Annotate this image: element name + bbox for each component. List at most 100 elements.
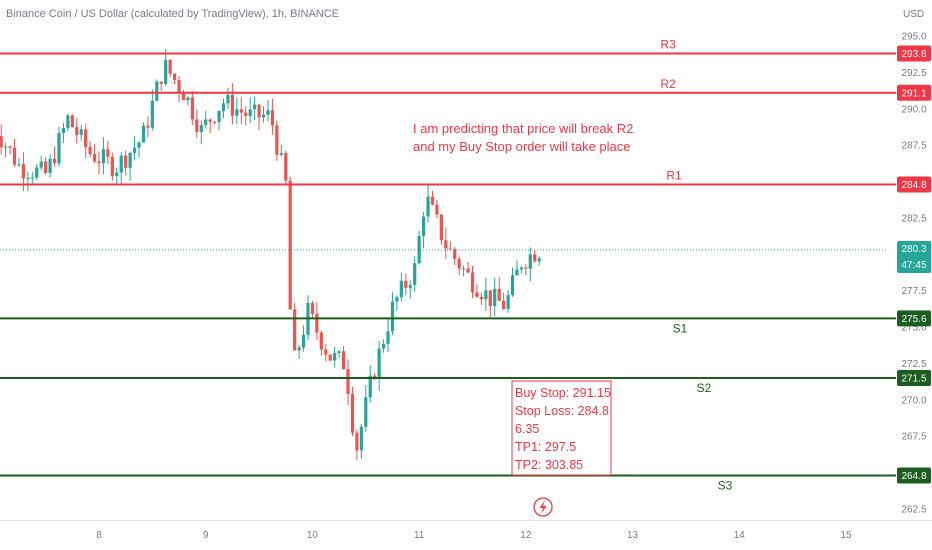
level-label-s1: S1 <box>673 321 688 335</box>
price-tick-label: 270.0 <box>901 395 926 406</box>
candle-body <box>57 133 61 164</box>
candle-body <box>26 177 30 179</box>
candle-body <box>208 119 212 122</box>
candle-body <box>533 254 537 262</box>
time-tick-label: 10 <box>307 530 319 541</box>
candle-body <box>462 268 466 270</box>
candle-body <box>377 348 381 379</box>
candle-body <box>21 164 26 179</box>
lightning-bolt-icon[interactable] <box>533 497 553 517</box>
candle-body <box>164 59 168 84</box>
candle-body <box>172 73 177 80</box>
price-tick-label: 282.5 <box>901 213 926 224</box>
candle-body <box>70 115 74 128</box>
candle-body <box>430 196 435 205</box>
candle-body <box>221 103 226 111</box>
candle-body <box>333 352 337 361</box>
candle-body <box>386 331 390 344</box>
candle-body <box>488 290 492 307</box>
level-tag-text: 284.8 <box>901 180 926 191</box>
candle-body <box>199 125 203 132</box>
candle-body <box>528 254 532 269</box>
candle-body <box>537 258 541 262</box>
plot-area[interactable] <box>0 0 888 520</box>
candle-body <box>101 149 106 164</box>
candle-body <box>319 332 323 350</box>
time-tick-label: 8 <box>96 530 102 541</box>
level-label-r2: R2 <box>660 77 676 91</box>
candle-body <box>17 164 21 166</box>
candle-body <box>324 349 328 355</box>
candle-body <box>337 351 341 353</box>
candle-body <box>12 147 17 165</box>
candle-body <box>395 297 399 302</box>
candle-body <box>39 161 43 168</box>
level-tag-text: 275.6 <box>901 314 926 325</box>
price-tick-label: 287.5 <box>901 141 926 152</box>
candle-body <box>119 155 123 173</box>
candle-body <box>470 272 475 293</box>
last-price-value: 280.3 <box>901 244 926 255</box>
last-price-tag: 280.3 47:45 <box>897 240 931 273</box>
level-tag-s3 <box>897 467 931 484</box>
candle-body <box>270 110 275 126</box>
price-tick-label: 272.5 <box>901 359 926 370</box>
candle-body <box>66 115 70 129</box>
trade-box-risk: 6.35 <box>515 422 539 436</box>
candle-body <box>253 104 257 110</box>
level-tag-text: 293.8 <box>901 49 926 60</box>
candle-body <box>48 158 52 173</box>
candle-body <box>106 149 110 157</box>
candle-body <box>30 177 34 179</box>
candle-body <box>364 397 368 427</box>
candle-body <box>359 426 363 451</box>
candle-body <box>421 216 426 236</box>
candle-body <box>244 112 248 117</box>
candle-body <box>275 125 279 155</box>
candle-body <box>204 119 208 126</box>
candle-body <box>444 240 448 249</box>
candle-body <box>79 129 83 135</box>
candle-body <box>115 172 119 177</box>
candle-body <box>435 204 439 215</box>
candle-body <box>417 235 421 264</box>
level-label-s2: S2 <box>697 381 712 395</box>
candle-body <box>355 432 359 451</box>
levels-group: R3 R2 R1 S1 S2 S3 <box>0 37 896 493</box>
level-tag-r3 <box>897 45 931 62</box>
trade-box[interactable]: Buy Stop: 291.15 Stop Loss: 284.8 6.35 T… <box>511 380 612 476</box>
candle-body <box>279 153 283 155</box>
candle-body <box>328 354 332 361</box>
candle-body <box>404 280 408 288</box>
candle-body <box>484 290 488 300</box>
candle-body <box>235 109 239 116</box>
trade-box-tp1: TP1: 297.5 <box>515 440 576 454</box>
candle-body <box>75 127 79 135</box>
time-tick-label: 14 <box>734 530 746 541</box>
trade-box-border <box>511 380 612 476</box>
candle-body <box>128 152 132 168</box>
currency-label: USD <box>903 9 924 20</box>
time-tick-label: 15 <box>840 530 852 541</box>
symbol-title: Binance Coin / US Dollar (calculated by … <box>6 8 339 20</box>
candle-body <box>213 121 217 123</box>
candle-body <box>261 114 266 118</box>
level-tag-text: 264.8 <box>901 471 926 482</box>
candle-body <box>110 156 114 177</box>
candle-body <box>61 128 66 134</box>
candle-body <box>177 79 181 93</box>
level-tag-r2 <box>897 84 931 101</box>
candle-body <box>293 309 297 351</box>
candle-body <box>168 59 172 74</box>
price-tick-label: 262.5 <box>901 505 926 516</box>
annotation-line-1: I am predicting that price will break R2 <box>413 121 633 136</box>
candle-body <box>301 334 306 348</box>
candle-body <box>457 258 461 269</box>
time-tick-label: 11 <box>414 530 425 541</box>
candle-body <box>493 288 497 307</box>
candle-body <box>0 136 3 148</box>
price-tick-label: 275.0 <box>901 323 926 334</box>
price-tick-label: 290.0 <box>901 104 926 115</box>
level-tag-s1 <box>897 310 931 327</box>
